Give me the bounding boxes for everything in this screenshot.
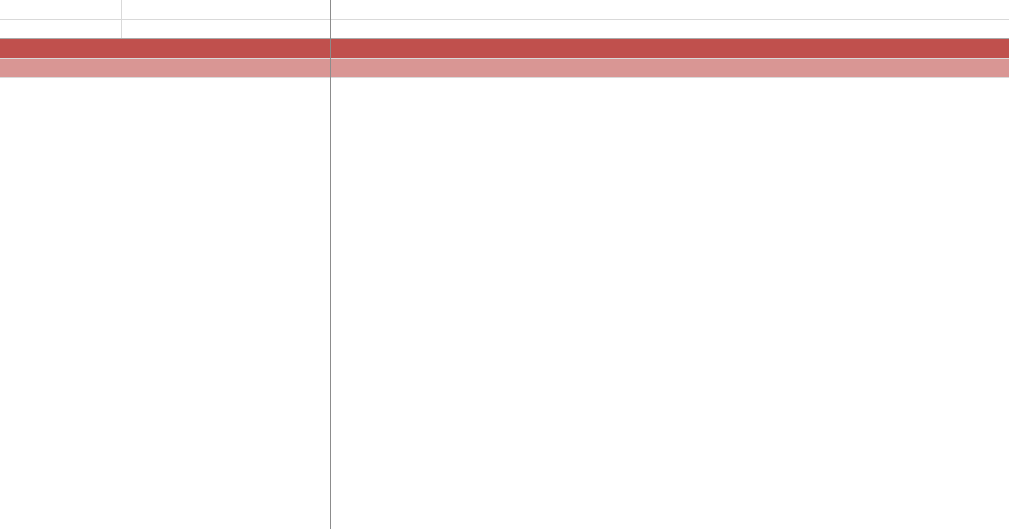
units-cell[interactable] bbox=[0, 19, 122, 38]
gaap-section-row[interactable] bbox=[0, 58, 1009, 78]
header-row-quarters bbox=[0, 19, 1009, 39]
freeze-pane-divider[interactable] bbox=[330, 0, 331, 529]
guidance-label bbox=[0, 39, 331, 58]
company-name-cell[interactable] bbox=[0, 0, 122, 19]
guidance-section-row[interactable] bbox=[0, 39, 1009, 59]
header-row-dates bbox=[0, 0, 1009, 20]
gaap-label bbox=[0, 58, 331, 77]
fiscal-year-ended-label-cell[interactable] bbox=[122, 0, 331, 19]
fiscal-quarter-label-cell[interactable] bbox=[122, 19, 331, 38]
